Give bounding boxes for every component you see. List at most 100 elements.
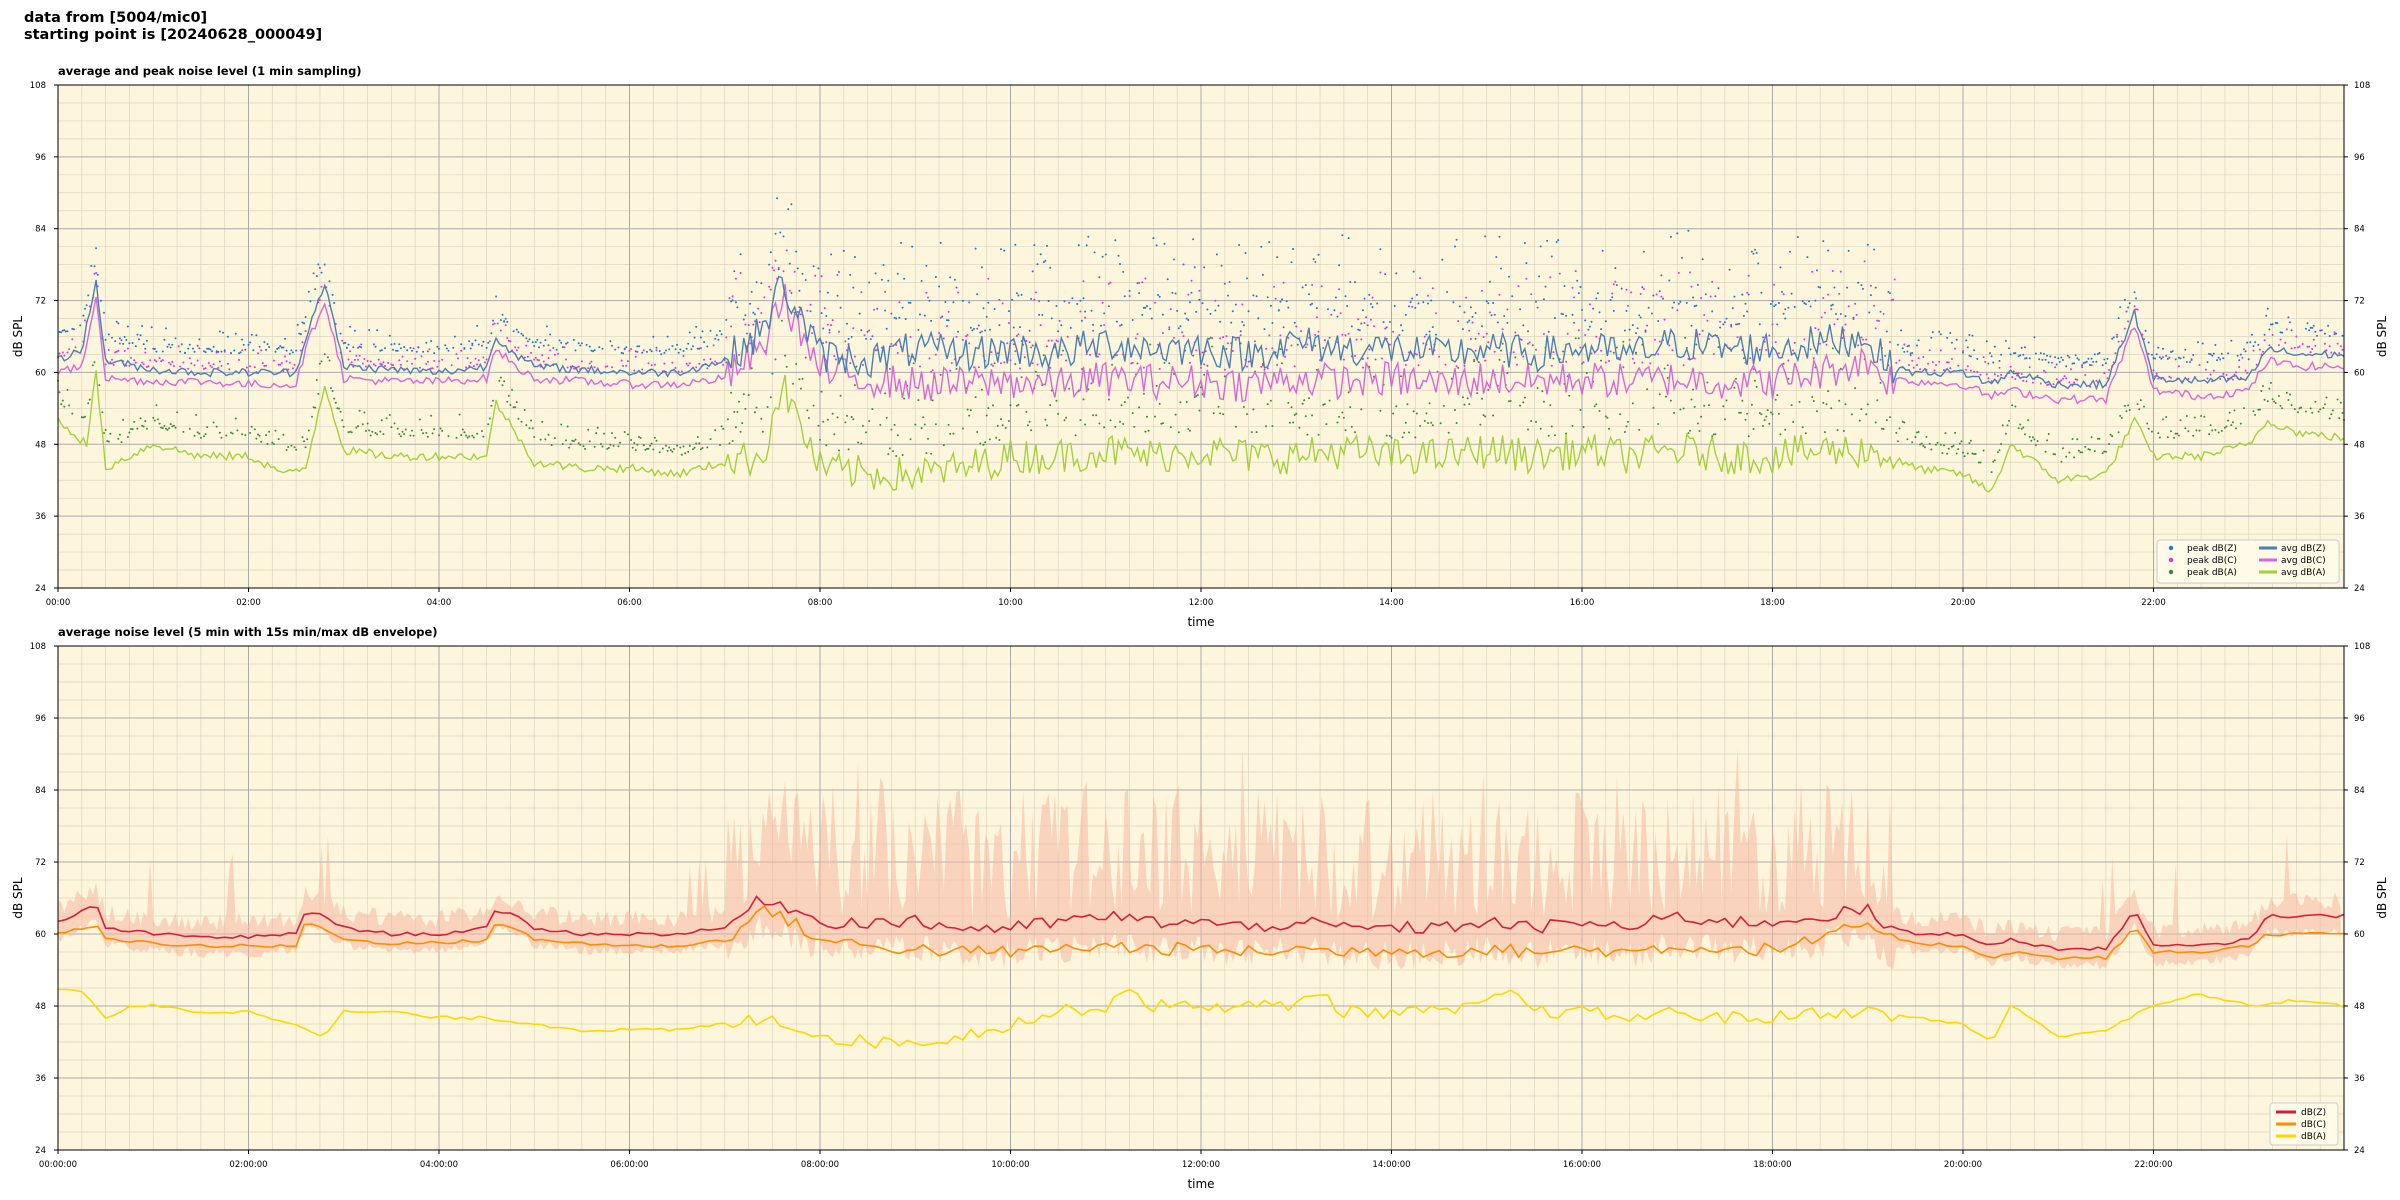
peak-point [1741,293,1744,296]
peak-point [533,358,536,361]
peak-point [1650,312,1653,315]
peak-point [977,366,980,369]
peak-point [623,431,626,433]
legend-marker [2168,569,2174,575]
peak-point [1388,321,1391,323]
peak-point [1493,313,1496,316]
peak-point [1898,359,1901,362]
peak-point [430,414,433,417]
peak-point [1341,411,1344,414]
peak-point [1769,303,1772,305]
peak-point [1114,239,1117,242]
peak-point [2252,349,2255,352]
peak-point [1782,293,1785,296]
peak-point [566,366,569,369]
peak-point [2076,438,2079,441]
peak-point [369,360,372,363]
peak-point [790,292,793,294]
peak-point [788,262,791,265]
peak-point [398,433,401,436]
peak-point [1487,341,1490,344]
peak-point [526,355,529,358]
peak-point [360,343,363,346]
peak-point [1223,368,1226,371]
peak-point [1984,360,1987,363]
peak-point [168,343,171,346]
peak-point [1428,348,1431,351]
peak-point [1076,303,1079,305]
peak-point [1817,328,1820,331]
peak-point [2209,424,2212,427]
peak-point [1804,303,1807,306]
peak-point [1838,399,1841,402]
peak-point [1808,300,1810,303]
peak-point [619,441,621,444]
peak-point [2090,436,2093,439]
peak-point [2297,346,2299,349]
peak-point [768,285,771,288]
peak-point [1242,406,1245,408]
peak-point [955,286,958,289]
peak-point [2106,357,2109,360]
peak-point [1057,330,1060,333]
legend: dB(Z)dB(C)dB(A) [2269,1102,2339,1146]
chart-title: average and peak noise level (1 min samp… [58,64,362,78]
peak-point [1636,327,1639,330]
peak-point [930,370,933,373]
peak-point [455,353,458,356]
peak-point [1565,432,1568,435]
peak-point [792,382,794,385]
peak-point [1049,266,1052,269]
peak-point [655,349,658,352]
chart-title: average noise level (5 min with 15s min/… [58,625,438,639]
peak-point [411,349,413,352]
peak-point [1179,325,1182,328]
peak-point [195,414,198,416]
peak-point [863,334,866,337]
peak-point [1207,337,1210,340]
peak-point [285,360,288,363]
peak-point [1066,335,1069,338]
peak-point [447,349,450,352]
peak-point [539,438,542,441]
peak-point [1338,415,1341,418]
peak-point [1776,323,1779,326]
peak-point [914,423,917,426]
peak-point [1015,292,1018,295]
peak-point [550,444,553,447]
peak-point [1154,301,1156,304]
peak-point [555,348,558,351]
peak-point [2038,358,2041,361]
peak-point [769,251,772,254]
peak-point [919,365,921,368]
peak-point [439,427,442,430]
peak-point [1025,339,1028,342]
peak-point [1990,471,1993,474]
peak-point [169,363,172,366]
peak-point [2052,383,2055,386]
peak-point [1188,429,1191,432]
peak-point [1576,279,1579,282]
peak-point [1587,328,1590,331]
peak-point [515,349,518,352]
peak-point [1771,323,1774,326]
peak-point [2025,380,2028,383]
peak-point [1542,298,1545,301]
peak-point [1227,342,1229,345]
peak-point [1096,355,1099,358]
peak-point [2095,360,2098,363]
peak-point [126,436,129,438]
peak-point [468,364,471,367]
peak-point [2249,341,2252,344]
peak-point [665,349,667,352]
peak-point [482,340,485,343]
peak-point [961,427,964,430]
peak-point [574,438,577,441]
peak-point [2274,321,2277,324]
peak-point [1347,391,1350,394]
peak-point [226,335,229,338]
peak-point [1292,248,1295,250]
peak-point [884,309,887,312]
peak-point [582,445,585,448]
peak-point [1276,256,1279,259]
